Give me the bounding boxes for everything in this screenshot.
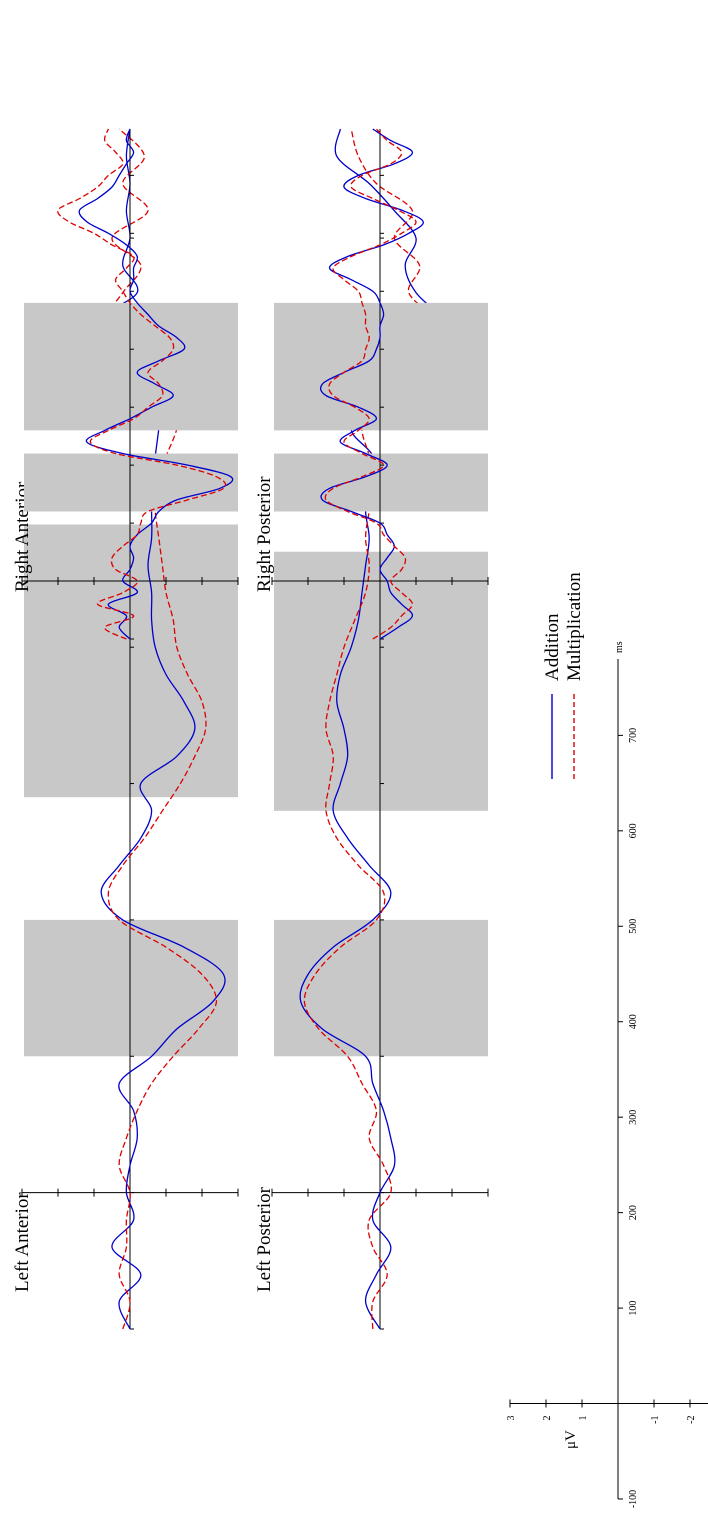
series-line-multiplication bbox=[324, 128, 417, 640]
analysis-window-2 bbox=[24, 524, 238, 798]
scale-time-tick-label: 300 bbox=[628, 1110, 639, 1125]
analysis-window-1 bbox=[24, 453, 238, 512]
scale-time-tick-label: 500 bbox=[628, 919, 639, 934]
analysis-window-2 bbox=[24, 302, 238, 431]
scale-time-tick-label: 700 bbox=[628, 728, 639, 743]
scale-time-tick-label: 600 bbox=[628, 823, 639, 838]
panel-title: Left Anterior bbox=[12, 1192, 33, 1292]
analysis-window-1 bbox=[274, 453, 488, 512]
panel-title: Left Posterior bbox=[254, 1186, 275, 1292]
scale-amplitude-tick-label: -1 bbox=[650, 1416, 661, 1424]
analysis-window-1 bbox=[24, 919, 238, 1057]
scale-time-tick-label: 100 bbox=[628, 1301, 639, 1316]
panel-right-anterior: Right Anterior bbox=[12, 128, 239, 640]
scale-time-unit: ms bbox=[614, 641, 625, 653]
series-line-multiplication bbox=[57, 128, 227, 640]
scale-time-tick-label: 400 bbox=[628, 1014, 639, 1029]
legend: Addition Multiplication bbox=[542, 572, 585, 779]
scale-time-tick-label: -100 bbox=[628, 1490, 639, 1508]
panel-left-posterior: Left Posterior bbox=[254, 128, 489, 1330]
analysis-window-2 bbox=[274, 551, 488, 811]
panel-right-posterior: Right Posterior bbox=[254, 128, 489, 640]
scale-amplitude-tick-label: 1 bbox=[578, 1416, 589, 1421]
scale-amplitude-unit: μV bbox=[563, 1430, 579, 1449]
legend-label-addition: Addition bbox=[542, 613, 563, 681]
series-line-addition bbox=[319, 128, 424, 640]
scale-amplitude-tick-label: 3 bbox=[506, 1416, 517, 1421]
series-line-addition bbox=[78, 128, 234, 640]
legend-label-multiplication: Multiplication bbox=[564, 572, 585, 681]
analysis-window-2 bbox=[274, 302, 488, 431]
scale-amplitude-tick-label: 2 bbox=[542, 1416, 553, 1421]
panel-title: Right Posterior bbox=[254, 476, 275, 592]
analysis-window-1 bbox=[274, 919, 488, 1057]
series-line-multiplication bbox=[303, 128, 461, 1330]
scale-time-tick-label: 200 bbox=[628, 1205, 639, 1220]
scale-amplitude-tick-label: -2 bbox=[686, 1416, 697, 1424]
